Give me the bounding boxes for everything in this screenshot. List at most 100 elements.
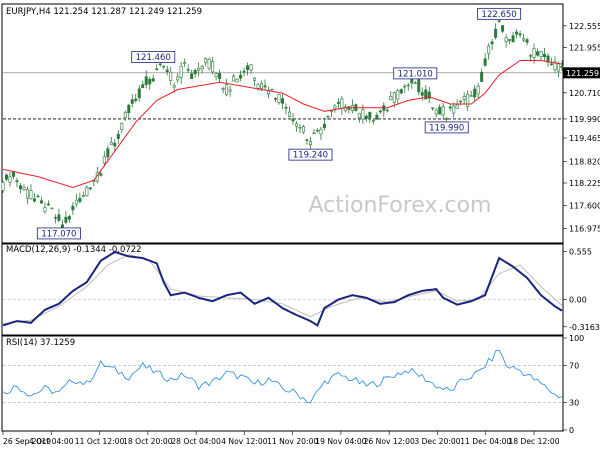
candle-body <box>148 78 152 85</box>
candle-body <box>508 39 512 41</box>
rsi-y-tick-label: 30 <box>569 398 579 407</box>
rsi-panel-frame <box>1 334 564 432</box>
rsi-line <box>2 349 563 404</box>
candle-body <box>200 66 204 70</box>
candle-body <box>473 88 477 98</box>
candle-body <box>494 28 498 38</box>
candle-body <box>106 148 110 158</box>
candle-body <box>36 195 40 198</box>
candle-body <box>249 64 253 71</box>
current-price-label: 121.259 <box>566 69 599 78</box>
candle-body <box>340 98 344 109</box>
candle-body <box>18 185 22 190</box>
candle-body <box>165 69 169 72</box>
price-label-text: 119.240 <box>293 151 328 161</box>
price-label: 119.990 <box>424 121 469 133</box>
candle-body <box>284 107 288 109</box>
price-layer: 117.070 121.460 119.240 121.010 119.990 122.6… <box>1 7 564 240</box>
x-tick-label: 11 Dec 04:00 <box>460 437 511 446</box>
rsi-y-tick-label: 100 <box>569 334 584 343</box>
candle-body <box>46 203 50 206</box>
price-label-text: 119.990 <box>429 123 464 133</box>
candle-body <box>253 77 257 81</box>
candle-body <box>232 75 236 82</box>
macd-y-tick-label: -0.3163 <box>569 323 600 332</box>
candle-body <box>130 99 134 104</box>
macd-y-tick-label: 0.555 <box>569 248 592 257</box>
candle-body <box>406 84 410 87</box>
candle-body <box>294 123 298 127</box>
candle-body <box>155 68 159 70</box>
macd-y-tick-label: 0.00 <box>569 295 587 304</box>
price-label: 117.070 <box>36 227 81 240</box>
candle-body <box>39 200 43 204</box>
candle-body <box>445 118 449 120</box>
candle-body <box>120 123 124 130</box>
x-tick-label: 11 Nov 20:00 <box>267 437 318 446</box>
candle-body <box>256 84 260 89</box>
candle-body <box>193 69 197 75</box>
x-tick-label: 4 Nov 12:00 <box>221 437 268 446</box>
x-tick-label: 28 Oct 04:00 <box>171 437 221 446</box>
candle-body <box>368 112 372 119</box>
candle-body <box>116 133 120 139</box>
candle-body <box>459 100 463 103</box>
candle-body <box>427 91 431 99</box>
price-title: EURJPY,H4 121.254 121.287 121.249 121.25… <box>6 7 202 17</box>
candle-body <box>242 70 246 73</box>
candle-body <box>375 114 379 120</box>
candle-body <box>560 65 564 69</box>
price-y-tick-label: 119.990 <box>569 115 600 124</box>
candle-body <box>162 65 166 68</box>
candle-body <box>305 139 309 141</box>
candle-body <box>424 89 428 100</box>
candle-body <box>228 89 232 92</box>
candle-body <box>525 39 529 43</box>
price-panel-frame <box>1 3 564 245</box>
candle-body <box>483 58 487 66</box>
candle-body <box>308 141 312 145</box>
candle-body <box>113 142 117 147</box>
candle-body <box>452 105 456 114</box>
candle-body <box>141 84 145 88</box>
rsi-y-tick-label: 0 <box>569 426 574 435</box>
candle-body <box>326 115 330 118</box>
x-tick-label: 18 Dec 12:00 <box>508 437 559 446</box>
candle-body <box>172 85 176 88</box>
candle-body <box>190 73 194 80</box>
candle-body <box>357 112 361 119</box>
candle-body <box>417 79 421 93</box>
price-y-tick-label: 120.710 <box>569 89 600 98</box>
candle-body <box>490 41 494 45</box>
price-label: 122.650 <box>477 7 522 20</box>
candle-body <box>15 180 19 183</box>
candle-body <box>291 118 295 122</box>
candle-body <box>64 216 68 223</box>
watermark: ActionForex.com <box>309 193 492 218</box>
candle-body <box>109 142 113 146</box>
macd-title: MACD(12,26,9) -0.1344 -0.0722 <box>6 245 142 255</box>
candle-body <box>270 88 274 91</box>
candle-body <box>32 198 36 202</box>
candle-body <box>501 25 505 32</box>
candle-body <box>539 50 543 57</box>
candle-body <box>179 65 183 78</box>
candle-body <box>553 61 557 70</box>
price-label-box <box>36 227 81 240</box>
candle-body <box>8 176 12 183</box>
candle-body <box>53 217 57 219</box>
candle-body <box>476 85 480 95</box>
candle-body <box>487 45 491 54</box>
candle-body <box>280 98 284 104</box>
candle-body <box>169 71 173 82</box>
candle-body <box>385 109 389 112</box>
candle-body <box>176 76 180 81</box>
candle-body <box>298 126 302 129</box>
price-y-tick-label: 119.465 <box>569 134 600 143</box>
candle-body <box>67 216 71 220</box>
axis-layer: 122.555 121.955 121.259 120.710 119.990 119.4… <box>2 22 600 446</box>
candle-body <box>441 106 445 116</box>
candle-body <box>214 73 218 77</box>
candle-body <box>462 96 466 100</box>
